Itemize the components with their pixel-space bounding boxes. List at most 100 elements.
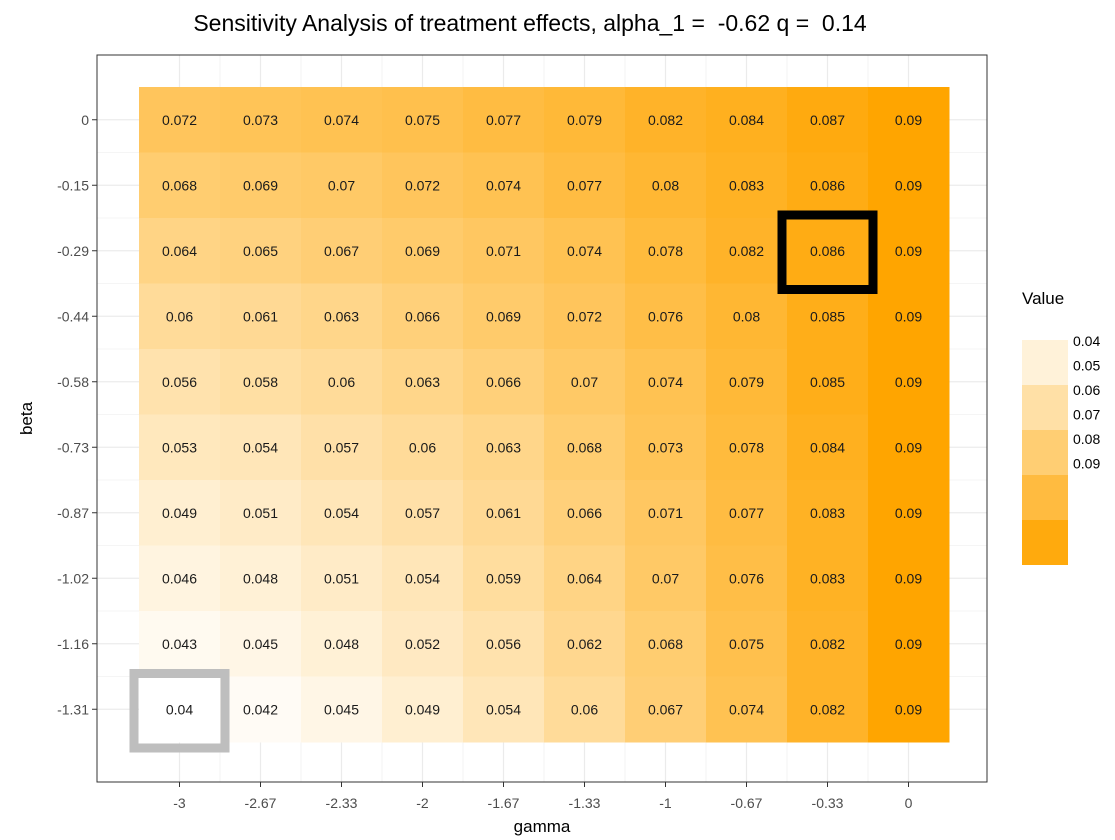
cell-value-label: 0.054 bbox=[405, 570, 440, 586]
cell-value-label: 0.09 bbox=[895, 374, 922, 390]
heatmap-cell bbox=[382, 414, 464, 481]
cell-value-label: 0.09 bbox=[895, 177, 922, 193]
cell-value-label: 0.06 bbox=[571, 701, 598, 717]
legend-label: 0.05 bbox=[1073, 358, 1100, 374]
heatmap-cell bbox=[382, 545, 464, 612]
cell-value-label: 0.086 bbox=[810, 243, 845, 259]
cell-value-label: 0.056 bbox=[486, 636, 521, 652]
heatmap-cell bbox=[301, 414, 383, 481]
y-tick-label: -1.31 bbox=[57, 701, 89, 717]
legend-color-swatch bbox=[1022, 385, 1068, 430]
cell-value-label: 0.085 bbox=[810, 308, 845, 324]
heatmap-cell bbox=[706, 611, 788, 677]
legend-label: 0.09 bbox=[1073, 456, 1100, 472]
cell-value-label: 0.069 bbox=[405, 243, 440, 259]
cell-value-label: 0.056 bbox=[162, 374, 197, 390]
cell-value-label: 0.087 bbox=[810, 112, 845, 128]
cell-value-label: 0.09 bbox=[895, 243, 922, 259]
heatmap-cell bbox=[220, 152, 302, 219]
cell-value-label: 0.049 bbox=[405, 701, 440, 717]
cell-value-label: 0.086 bbox=[810, 177, 845, 193]
heatmap-cell bbox=[868, 545, 950, 612]
heatmap-cell bbox=[301, 218, 383, 284]
cell-value-label: 0.082 bbox=[648, 112, 683, 128]
heatmap-cell bbox=[787, 283, 869, 350]
y-tick-label: -0.58 bbox=[57, 374, 89, 390]
highlight-box-black bbox=[777, 210, 878, 294]
heatmap-cell bbox=[139, 676, 221, 743]
heatmap-cell bbox=[706, 87, 788, 153]
cell-value-label: 0.09 bbox=[895, 636, 922, 652]
heatmap-cell bbox=[463, 545, 545, 612]
cell-value-label: 0.049 bbox=[162, 505, 197, 521]
heatmap-cell bbox=[139, 283, 221, 350]
heatmap-cell bbox=[868, 414, 950, 481]
cell-value-label: 0.08 bbox=[652, 177, 679, 193]
cell-value-label: 0.066 bbox=[567, 505, 602, 521]
heatmap-cell bbox=[544, 283, 626, 350]
heatmap-cell bbox=[301, 611, 383, 677]
x-tick-label: -2.33 bbox=[326, 795, 358, 811]
heatmap-cell bbox=[787, 218, 869, 284]
cell-value-label: 0.069 bbox=[243, 177, 278, 193]
heatmap-cell bbox=[139, 87, 221, 153]
x-tick-label: -3 bbox=[173, 795, 186, 811]
legend-label: 0.07 bbox=[1073, 407, 1100, 423]
heatmap-cell bbox=[868, 87, 950, 153]
cell-value-label: 0.064 bbox=[162, 243, 197, 259]
heatmap-cell bbox=[463, 480, 545, 546]
heatmap-cell bbox=[706, 676, 788, 743]
y-tick-label: -0.29 bbox=[57, 243, 89, 259]
heatmap-cell bbox=[463, 349, 545, 415]
cell-value-label: 0.083 bbox=[810, 505, 845, 521]
cell-value-label: 0.09 bbox=[895, 112, 922, 128]
x-tick-label: -1.67 bbox=[488, 795, 520, 811]
heatmap-cell bbox=[787, 87, 869, 153]
cell-value-label: 0.076 bbox=[729, 570, 764, 586]
heatmap-cell bbox=[544, 480, 626, 546]
cell-value-label: 0.06 bbox=[409, 439, 436, 455]
cell-value-label: 0.084 bbox=[810, 439, 845, 455]
y-tick-label: -0.73 bbox=[57, 439, 89, 455]
x-axis-title: gamma bbox=[514, 817, 571, 836]
legend-color-swatch bbox=[1022, 430, 1068, 475]
cell-value-label: 0.082 bbox=[729, 243, 764, 259]
heatmap-cell bbox=[625, 152, 707, 219]
heatmap-cell bbox=[787, 480, 869, 546]
heatmap-cell bbox=[139, 480, 221, 546]
heatmap-cell bbox=[625, 283, 707, 350]
heatmap-cell bbox=[787, 545, 869, 612]
cell-value-label: 0.074 bbox=[729, 701, 764, 717]
x-tick-label: -2 bbox=[416, 795, 429, 811]
cell-value-label: 0.057 bbox=[405, 505, 440, 521]
heatmap-cell bbox=[220, 87, 302, 153]
heatmap-cell bbox=[868, 480, 950, 546]
y-tick-label: -0.44 bbox=[57, 308, 89, 324]
y-axis-title: beta bbox=[17, 401, 36, 435]
cell-value-label: 0.07 bbox=[328, 177, 355, 193]
cell-value-label: 0.059 bbox=[486, 570, 521, 586]
heatmap-cell bbox=[139, 545, 221, 612]
cell-value-label: 0.065 bbox=[243, 243, 278, 259]
legend-label: 0.08 bbox=[1073, 431, 1100, 447]
cell-value-label: 0.063 bbox=[486, 439, 521, 455]
cell-value-label: 0.074 bbox=[324, 112, 359, 128]
cell-value-label: 0.057 bbox=[324, 439, 359, 455]
cell-value-label: 0.06 bbox=[328, 374, 355, 390]
cell-value-label: 0.054 bbox=[324, 505, 359, 521]
panel-border bbox=[96, 54, 988, 783]
heatmap-cell bbox=[868, 283, 950, 350]
cell-value-label: 0.043 bbox=[162, 636, 197, 652]
heatmap-cell bbox=[139, 152, 221, 219]
heatmap-cell bbox=[625, 545, 707, 612]
cell-value-label: 0.067 bbox=[324, 243, 359, 259]
heatmap-cell bbox=[220, 480, 302, 546]
cell-value-label: 0.09 bbox=[895, 701, 922, 717]
heatmap-cell bbox=[463, 676, 545, 743]
heatmap-cell bbox=[544, 152, 626, 219]
heatmap-cell bbox=[625, 414, 707, 481]
heatmap-cell bbox=[220, 218, 302, 284]
cell-value-label: 0.073 bbox=[648, 439, 683, 455]
heatmap-cell bbox=[463, 611, 545, 677]
